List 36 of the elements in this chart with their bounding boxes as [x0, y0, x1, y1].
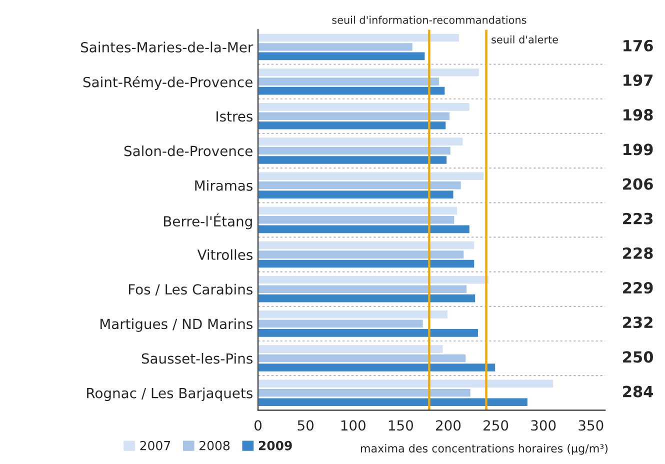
legend-label: 2008 [200, 440, 230, 450]
data-label: 199 [624, 144, 653, 156]
x-tick-label: 250 [484, 420, 508, 431]
x-tick-label: 0 [254, 420, 262, 431]
y-tick-label: Istres [216, 111, 252, 122]
y-tick-label: Rognac / Les Barjaquets [87, 388, 252, 402]
x-tick-label: 350 [578, 420, 604, 431]
x-tick-label: 200 [436, 420, 461, 431]
data-label: 198 [624, 109, 653, 121]
x-tick-label: 100 [341, 420, 366, 431]
legend-label: 2007 [140, 440, 170, 450]
x-tick-label: 300 [531, 420, 556, 431]
ref-line-label: seuil d'alerte [492, 35, 558, 44]
data-label: 232 [623, 316, 652, 328]
y-tick-label: Martigues / ND Marins [100, 318, 252, 332]
y-tick-label: Saintes-Maries-de-la-Mer [81, 42, 254, 52]
data-label: 228 [623, 247, 653, 259]
data-label: 284 [623, 386, 654, 398]
data-label: 250 [623, 351, 654, 363]
y-tick-label: Sausset-les-Pins [142, 353, 252, 364]
y-tick-label: Vitrolles [197, 249, 252, 260]
data-label: 223 [623, 212, 653, 224]
y-tick-label: Saint-Rémy-de-Provence [83, 76, 252, 90]
data-label: 176 [624, 40, 653, 52]
x-tick-label: 150 [388, 420, 414, 431]
x-axis-title: maxima des concentrations horaires (µg/m³) [360, 444, 608, 455]
data-label: 206 [623, 178, 653, 190]
y-tick-label: Berre-l'Étang [164, 214, 252, 230]
y-tick-label: Salon-de-Provence [124, 145, 252, 156]
x-tick-label: 50 [298, 420, 314, 431]
data-label: 229 [623, 282, 653, 294]
legend-label: 2009 [258, 440, 292, 450]
y-tick-label: Miramas [195, 180, 252, 191]
ref-line-label: seuil d'information-recommandations [332, 16, 526, 24]
y-tick-label: Fos / Les Carabins [128, 284, 252, 296]
data-label: 197 [624, 74, 653, 86]
